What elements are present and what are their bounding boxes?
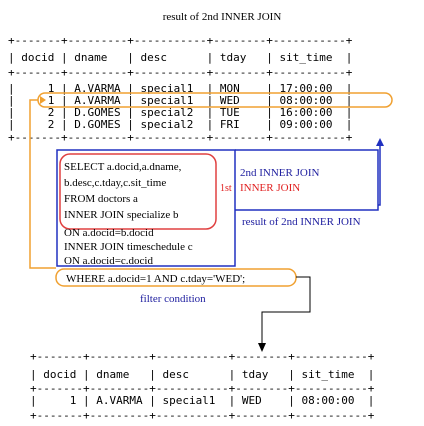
top-table-border-bottom: +-------+---------+-----------+--------+… [8, 131, 353, 144]
top-result-table: +-------+---------+-----------+--------+… [8, 34, 353, 144]
inner-join-label: INNER JOIN [240, 182, 300, 194]
top-table-row-2: | 1 | A.VARMA | special1 | WED | 08:00:0… [8, 94, 352, 107]
top-table-row-4: | 2 | D.GOMES | special2 | FRI | 09:00:0… [8, 118, 352, 131]
result-arrowhead-icon [376, 138, 384, 146]
sql-line-3: FROM doctors a [64, 193, 138, 205]
top-table-row-1: | 1 | A.VARMA | special1 | MON | 17:00:0… [8, 82, 352, 95]
top-table-row-3: | 2 | D.GOMES | special2 | TUE | 16:00:0… [8, 106, 352, 119]
sql-line-6: INNER JOIN timeschedule c [64, 241, 193, 253]
top-table-header: | docid | dname | desc | tday | sit_time… [8, 51, 352, 64]
inner-query-box [59, 153, 217, 230]
bottom-table-header: | docid | dname | desc | tday | sit_time… [30, 368, 374, 381]
sql-line-2: b.desc,c.tday,c.sit_time [64, 177, 166, 189]
bottom-table-border-mid: +-------+---------+-----------+--------+… [30, 382, 375, 395]
top-table-border-top: +-------+---------+-----------+--------+… [8, 34, 353, 47]
diagram-title: result of 2nd INNER JOIN [163, 11, 282, 23]
sql-line-7: ON a.docid=c.docid [64, 255, 153, 267]
bottom-result-table: +-------+---------+-----------+--------+… [30, 350, 375, 422]
bottom-table-row-1: | 1 | A.VARMA | special1 | WED | 08:00:0… [30, 394, 374, 407]
bottom-table-border-bottom: +-------+---------+-----------+--------+… [30, 409, 375, 422]
filter-connector-line [29, 99, 56, 269]
output-connector-line [261, 276, 311, 345]
result-second-join-label: result of 2nd INNER JOIN [242, 216, 361, 228]
sql-line-1: SELECT a.docid,a.dname, [64, 161, 182, 173]
sql-line-4: INNER JOIN specialize b [64, 209, 179, 221]
where-clause: WHERE a.docid=1 AND c.tday='WED'; [66, 273, 245, 285]
sql-line-5: ON a.docid=b.docid [64, 227, 154, 239]
output-arrowhead-icon [258, 343, 266, 352]
second-join-label: 2nd INNER JOIN [240, 167, 319, 179]
first-join-label: 1st [220, 183, 232, 194]
filter-condition-label: filter condition [140, 293, 206, 305]
filter-arrowhead-icon [40, 96, 46, 104]
top-table-border-mid: +-------+---------+-----------+--------+… [8, 66, 353, 79]
outer-query-box [56, 149, 236, 267]
second-join-label-box [235, 149, 379, 211]
bottom-table-border-top: +-------+---------+-----------+--------+… [30, 350, 375, 363]
